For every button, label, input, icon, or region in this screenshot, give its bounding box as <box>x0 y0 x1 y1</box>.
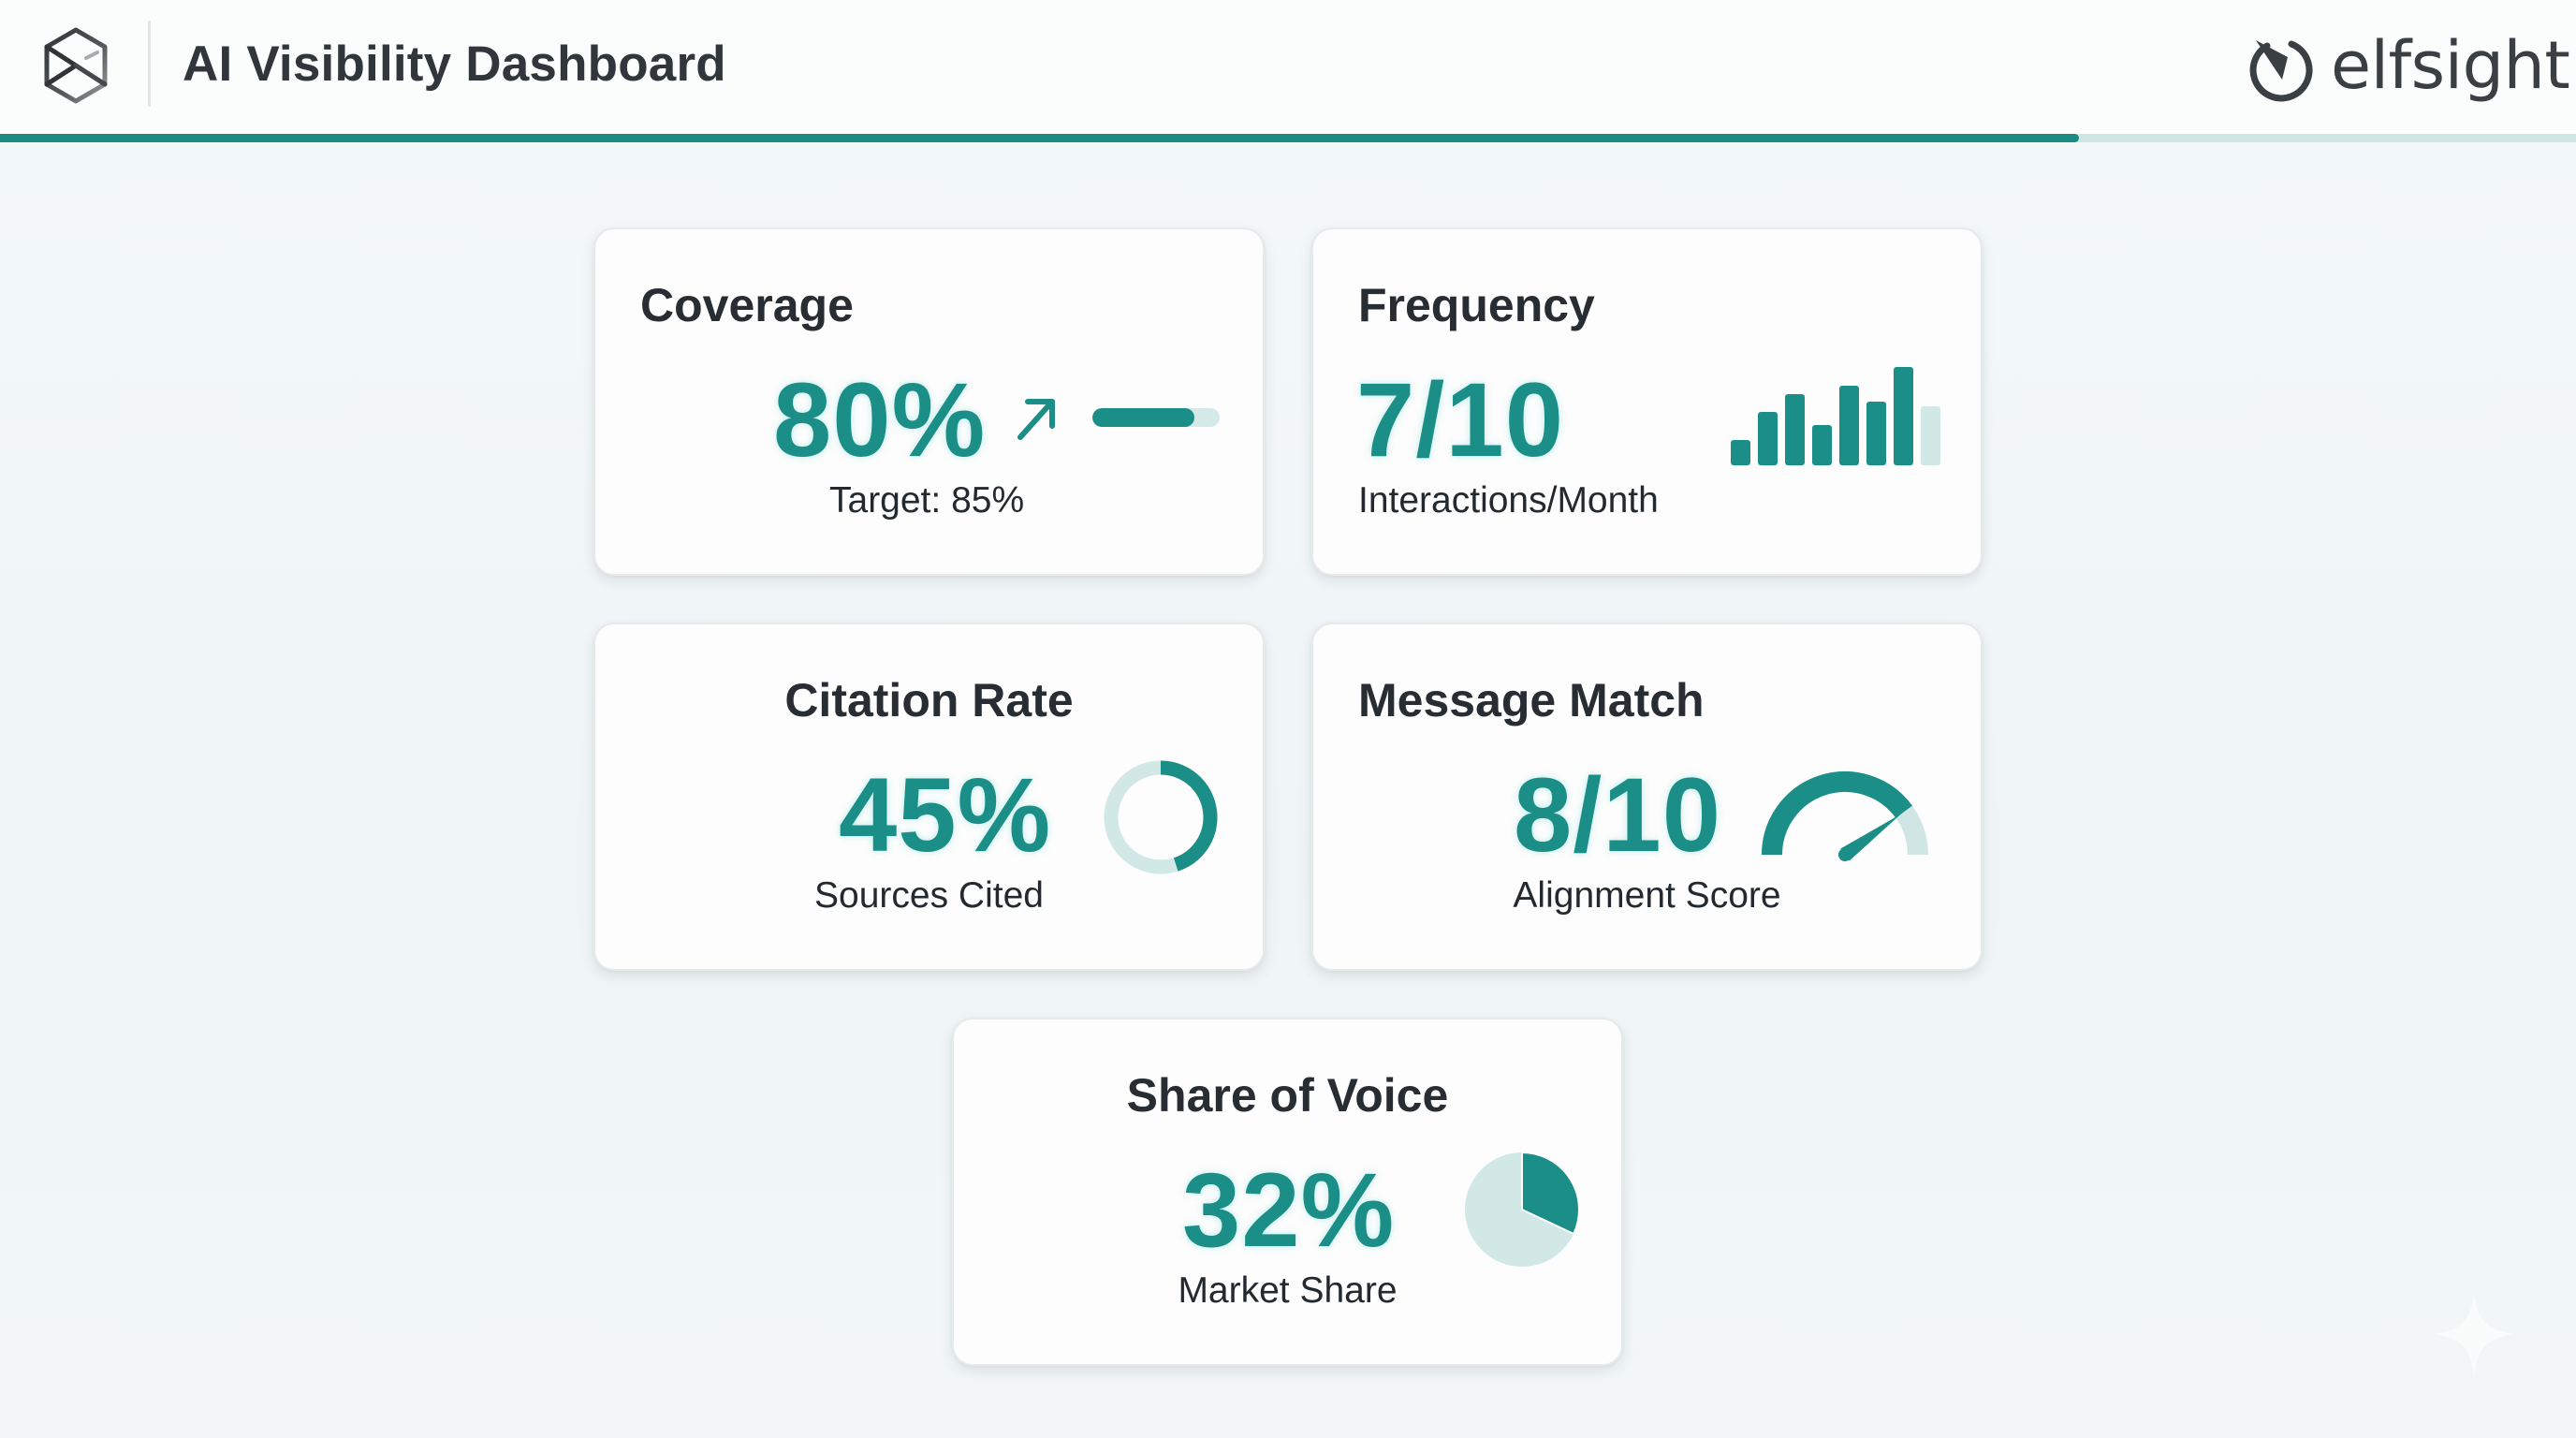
frequency-card[interactable]: Frequency 7/10 Interactions/Month <box>1311 227 1983 576</box>
elfsight-logo-icon <box>2249 40 2313 102</box>
message-value: 8/10 <box>1514 756 1721 873</box>
alignment-gauge <box>1762 771 1928 861</box>
page-progress-fill <box>0 134 2079 142</box>
card-title: Share of Voice <box>1126 1069 1449 1122</box>
coverage-mini-bar <box>1092 408 1220 427</box>
header-divider <box>148 21 151 107</box>
hexagon-cube-logo-icon <box>44 27 108 104</box>
frequency-value: 7/10 <box>1356 361 1564 478</box>
share-pie-chart <box>1465 1151 1580 1267</box>
share-caption: Market Share <box>1178 1270 1398 1311</box>
partner-logo[interactable]: elfsight <box>2247 27 2570 107</box>
citation-caption: Sources Cited <box>814 875 1044 916</box>
card-title: Citation Rate <box>784 674 1074 726</box>
frequency-bar <box>1731 440 1750 465</box>
sparkle-icon <box>2433 1293 2515 1375</box>
coverage-caption: Target: 85% <box>829 480 1025 521</box>
citation-value: 45% <box>839 756 1052 873</box>
citation-rate-card[interactable]: Citation Rate 45% Sources Cited <box>593 623 1265 971</box>
page-progress-bar <box>0 134 2576 142</box>
coverage-card[interactable]: Coverage 80% Target: 85% <box>593 227 1265 576</box>
card-title: Frequency <box>1358 279 1595 331</box>
arrow-up-right-icon <box>1017 399 1055 440</box>
frequency-bar-chart <box>1731 367 1940 465</box>
citation-donut-chart <box>1104 760 1218 874</box>
partner-name: elfsight <box>2331 27 2570 104</box>
message-match-card[interactable]: Message Match 8/10 Alignment Score <box>1311 623 1983 971</box>
frequency-bar <box>1758 412 1778 465</box>
card-title: Coverage <box>640 279 854 331</box>
page-title: AI Visibility Dashboard <box>183 37 726 92</box>
frequency-caption: Interactions/Month <box>1358 480 1659 521</box>
share-of-voice-card[interactable]: Share of Voice 32% Market Share <box>952 1018 1623 1366</box>
frequency-bar <box>1894 367 1913 465</box>
frequency-bar <box>1921 406 1940 465</box>
frequency-bar <box>1812 425 1832 465</box>
coverage-mini-bar-fill <box>1092 408 1194 427</box>
card-title: Message Match <box>1358 674 1705 726</box>
top-header: AI Visibility Dashboard elfsight <box>0 0 2576 134</box>
message-caption: Alignment Score <box>1513 875 1781 916</box>
frequency-bar <box>1866 402 1886 465</box>
gauge-needle-icon <box>1840 814 1901 861</box>
frequency-bar <box>1785 394 1805 465</box>
coverage-value: 80% <box>773 361 987 478</box>
frequency-bar <box>1839 386 1859 465</box>
share-value: 32% <box>1182 1152 1396 1269</box>
